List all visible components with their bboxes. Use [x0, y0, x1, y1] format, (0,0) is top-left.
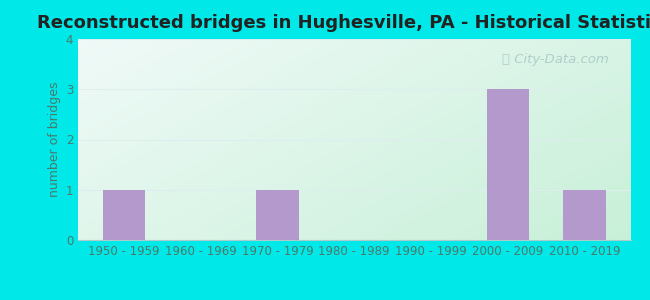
Y-axis label: number of bridges: number of bridges [49, 82, 62, 197]
Bar [564, 190, 606, 240]
Bar [487, 89, 529, 240]
Title: Reconstructed bridges in Hughesville, PA - Historical Statistics: Reconstructed bridges in Hughesville, PA… [36, 14, 650, 32]
Bar [256, 190, 298, 240]
Text: Ⓜ City-Data.com: Ⓜ City-Data.com [502, 53, 608, 66]
Bar [103, 190, 145, 240]
